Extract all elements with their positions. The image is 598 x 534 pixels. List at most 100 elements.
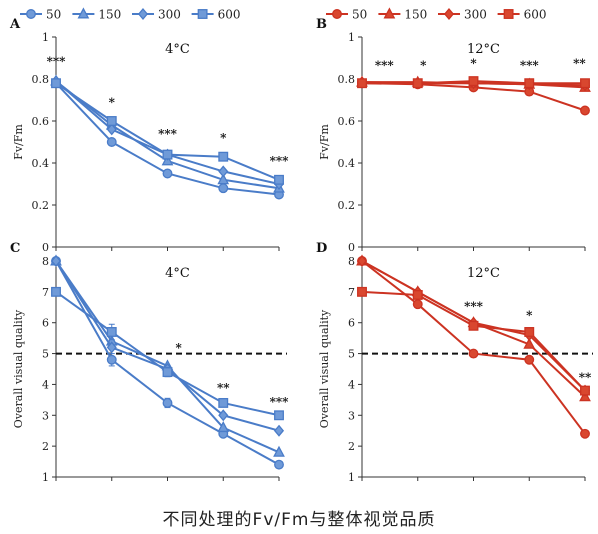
legend-entry-300: 300 <box>438 8 487 22</box>
y-tick-label: 4 <box>42 378 49 391</box>
legend-label: 600 <box>524 8 547 22</box>
data-point <box>106 137 117 147</box>
data-point <box>217 421 230 433</box>
y-tick-label: 8 <box>42 255 49 268</box>
figure: 50 150 300 600 50 150 300 60000.20.40.60.81A4°C… <box>9 7 593 484</box>
data-point <box>468 320 479 331</box>
y-tick-label: 2 <box>348 440 355 453</box>
panel-title: 4°C <box>165 266 190 281</box>
significance-label: *** <box>47 54 67 68</box>
data-point <box>217 173 230 185</box>
significance-label: * <box>470 56 477 70</box>
series-line <box>361 260 586 435</box>
y-axis-label: Overall visual quality <box>318 309 331 428</box>
series-50 <box>357 256 590 439</box>
significance-label: *** <box>375 59 395 73</box>
y-tick-label: 0.6 <box>338 115 356 128</box>
y-tick-label: 4 <box>348 378 355 391</box>
y-tick-label: 2 <box>42 440 49 453</box>
data-point <box>524 354 535 365</box>
significance-label: ** <box>573 56 586 70</box>
y-tick-label: 1 <box>348 31 355 44</box>
data-point <box>580 105 590 116</box>
data-point <box>162 397 173 408</box>
legend-marker-square <box>503 9 514 19</box>
data-point <box>580 428 590 439</box>
significance-label: *** <box>520 59 540 73</box>
data-point <box>218 409 229 422</box>
data-point <box>580 385 590 396</box>
data-point <box>162 367 173 378</box>
legend-marker-diamond <box>443 7 455 21</box>
y-tick-label: 3 <box>42 409 49 422</box>
panel-label: D <box>316 241 327 256</box>
legend-right: 50 150 300 600 <box>326 7 547 22</box>
data-point <box>162 149 173 160</box>
panel-label: B <box>316 17 327 32</box>
data-point <box>412 289 423 300</box>
data-point <box>523 337 536 349</box>
data-point <box>162 168 173 179</box>
data-point <box>468 348 479 359</box>
significance-label: *** <box>270 154 290 168</box>
data-point <box>51 78 61 89</box>
data-point <box>357 286 367 297</box>
y-tick-label: 0.2 <box>338 199 356 212</box>
y-tick-label: 1 <box>42 31 49 44</box>
significance-label: *** <box>270 395 290 409</box>
legend-label: 150 <box>404 8 427 22</box>
legend-entry-50: 50 <box>20 8 61 22</box>
y-tick-label: 0 <box>42 241 49 254</box>
panel-title: 12°C <box>467 266 500 281</box>
data-point <box>356 254 368 268</box>
legend-entry-150: 150 <box>378 7 427 22</box>
y-tick-label: 0.4 <box>338 157 356 170</box>
legend-entry-600: 600 <box>191 8 241 22</box>
legend-entry-150: 150 <box>72 7 121 22</box>
data-point <box>106 116 117 126</box>
y-tick-label: 0.4 <box>32 157 50 170</box>
data-point <box>218 183 229 194</box>
significance-label: *** <box>464 299 484 313</box>
data-point <box>274 459 284 470</box>
legend-marker-square <box>197 9 208 19</box>
panel-title: 4°C <box>165 42 190 57</box>
legend-left: 50 150 300 600 <box>20 7 241 22</box>
legend-marker-diamond <box>137 7 149 21</box>
y-tick-label: 0.2 <box>32 199 50 212</box>
legend-label: 50 <box>46 8 61 22</box>
y-tick-label: 0.8 <box>32 73 50 86</box>
data-point <box>106 327 117 337</box>
series-150 <box>50 254 285 457</box>
y-axis-label: Overall visual quality <box>12 309 25 428</box>
data-point <box>273 445 285 457</box>
y-tick-label: 5 <box>348 348 355 361</box>
data-point <box>106 341 117 354</box>
legend-entry-50: 50 <box>326 8 367 22</box>
significance-label: * <box>176 341 183 355</box>
data-point <box>106 123 117 136</box>
data-point <box>50 254 62 268</box>
y-axis-label: Fv/Fm <box>318 124 331 160</box>
figure-caption: 不同处理的Fv/Fm与整体视觉品质 <box>162 510 436 530</box>
panel-label: A <box>9 17 21 32</box>
y-tick-label: 0 <box>348 241 355 254</box>
significance-label: * <box>220 131 227 145</box>
series-600 <box>51 286 284 421</box>
data-point <box>218 165 229 178</box>
data-point <box>218 151 229 162</box>
data-point <box>51 286 61 297</box>
series-600 <box>357 286 590 396</box>
y-tick-label: 7 <box>348 286 355 299</box>
panel-title: 12°C <box>467 42 500 57</box>
legend-marker-triangle <box>77 7 90 19</box>
data-point <box>524 78 535 89</box>
significance-label: ** <box>217 381 230 395</box>
significance-label: *** <box>158 127 178 141</box>
data-point <box>580 78 590 89</box>
significance-label: * <box>526 309 533 323</box>
significance-label: * <box>420 59 427 73</box>
significance-label: * <box>109 95 116 109</box>
